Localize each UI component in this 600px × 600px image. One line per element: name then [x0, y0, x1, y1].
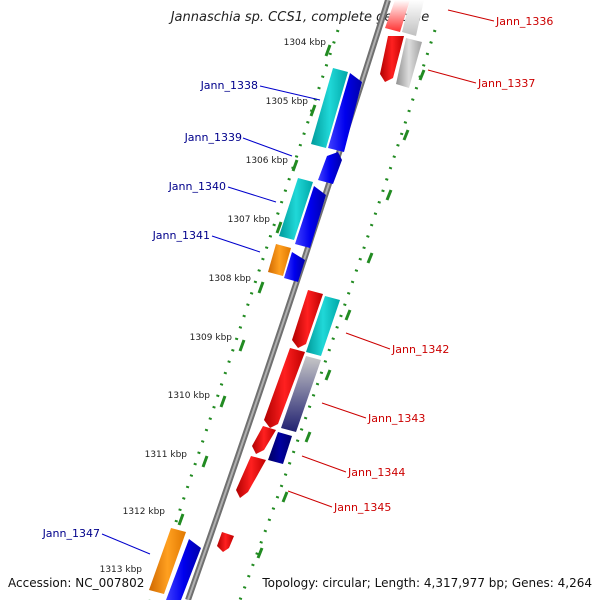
- kbp-label-1305: 1305 kbp: [266, 97, 309, 107]
- gene-label-jann-1347[interactable]: Jann_1347: [42, 527, 100, 540]
- major-ticks: [177, 44, 426, 559]
- gene-jann-1347-orange[interactable]: [149, 528, 186, 594]
- gene-jann-1339[interactable]: [318, 152, 342, 184]
- gene-label-jann-1341[interactable]: Jann_1341: [152, 229, 210, 242]
- gene-jann-1340-blue[interactable]: [295, 186, 326, 248]
- gene-jann-1343-red[interactable]: [264, 348, 305, 428]
- gene-fragment-red[interactable]: [217, 532, 234, 552]
- gene-label-jann-1344[interactable]: Jann_1344: [347, 466, 405, 479]
- kbp-label-1304: 1304 kbp: [284, 38, 327, 48]
- right-tick-rail: [238, 29, 437, 600]
- gene-jann-1347-blue[interactable]: [166, 539, 201, 600]
- kbp-label-1312: 1312 kbp: [123, 507, 166, 517]
- gene-label-jann-1339[interactable]: Jann_1339: [184, 131, 242, 144]
- gene-jann-1342-cyan[interactable]: [306, 296, 340, 356]
- gene-label-jann-1338[interactable]: Jann_1338: [200, 79, 258, 92]
- genome-title: Jannaschia sp. CCS1, complete genome: [170, 10, 430, 25]
- kbp-label-1306: 1306 kbp: [246, 156, 289, 166]
- gene-jann-1342-red[interactable]: [292, 290, 323, 348]
- gene-jann-1337-red[interactable]: [380, 36, 404, 82]
- gene-jann-1341-orange[interactable]: [268, 244, 291, 276]
- kbp-label-1310: 1310 kbp: [168, 391, 211, 401]
- gene-jann-1344-navy[interactable]: [268, 432, 292, 464]
- gene-jann-1341-blue[interactable]: [284, 252, 305, 282]
- gene-jann-1336[interactable]: [385, 0, 410, 32]
- gene-jann-1338-cyan[interactable]: [311, 68, 348, 148]
- gene-label-jann-1342[interactable]: Jann_1342: [391, 343, 449, 356]
- gene-jann-1337-grey[interactable]: [396, 38, 422, 88]
- gene-jann-1340-cyan[interactable]: [279, 178, 313, 240]
- gene-jann-1345[interactable]: [236, 456, 266, 498]
- kbp-label-1309: 1309 kbp: [190, 333, 233, 343]
- kbp-label-1308: 1308 kbp: [209, 274, 252, 284]
- gene-label-jann-1345[interactable]: Jann_1345: [333, 501, 391, 514]
- gene-label-jann-1343[interactable]: Jann_1343: [367, 412, 425, 425]
- topology-text: Topology: circular; Length: 4,317,977 bp…: [262, 576, 592, 590]
- kbp-label-1307: 1307 kbp: [228, 215, 271, 225]
- gene-label-jann-1336[interactable]: Jann_1336: [495, 15, 553, 28]
- gene-label-jann-1340[interactable]: Jann_1340: [168, 180, 226, 193]
- gene-jann-1344-red[interactable]: [252, 426, 276, 454]
- gene-jann-1338-blue[interactable]: [328, 73, 362, 152]
- kbp-label-1311: 1311 kbp: [145, 450, 188, 460]
- accession-text: Accession: NC_007802: [8, 576, 145, 590]
- gene-jann-1343-grey[interactable]: [281, 356, 321, 432]
- kbp-label-1313: 1313 kbp: [100, 565, 143, 575]
- gene-label-jann-1337[interactable]: Jann_1337: [477, 77, 535, 90]
